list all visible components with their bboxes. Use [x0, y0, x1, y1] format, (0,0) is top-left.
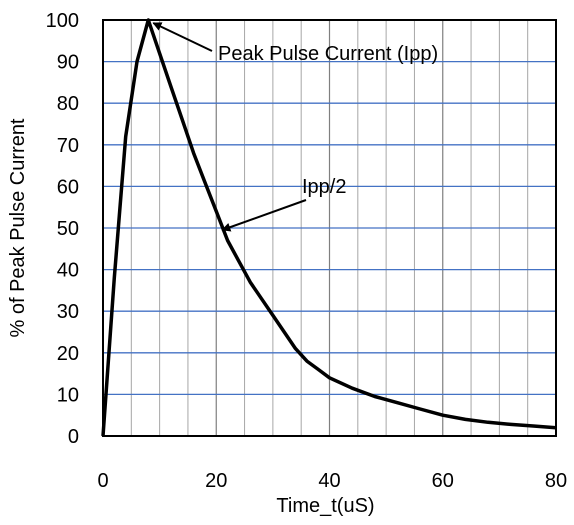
y-tick-label: 100 — [46, 10, 79, 32]
y-tick-label: 80 — [57, 93, 79, 115]
x-tick-label: 20 — [205, 470, 227, 492]
y-tick-label: 0 — [68, 426, 79, 448]
annotation-label: Ipp/2 — [302, 176, 346, 198]
x-tick-label: 40 — [318, 470, 340, 492]
series-line — [101, 18, 557, 437]
y-tick-label: 50 — [57, 218, 79, 240]
tick-labels: 0 10 20 30 40 50 60 70 80 90 100 0 20 40 60 80 — [46, 10, 568, 492]
x-tick-label: 60 — [432, 470, 454, 492]
x-tick-label: 80 — [545, 470, 567, 492]
grid — [103, 20, 556, 436]
x-tick-label: 0 — [97, 470, 108, 492]
annotation-label: Peak Pulse Current (Ipp) — [218, 43, 438, 65]
y-tick-label: 10 — [57, 384, 79, 406]
annotations: Peak Pulse Current (Ipp) Ipp/2 — [152, 22, 438, 232]
y-tick-label: 40 — [57, 260, 79, 282]
annotation-arrow — [221, 199, 307, 232]
y-tick-label: 60 — [57, 176, 79, 198]
y-tick-label: 90 — [57, 52, 79, 74]
y-tick-label: 30 — [57, 301, 79, 323]
series-layer — [101, 18, 557, 437]
y-tick-label: 20 — [57, 343, 79, 365]
y-axis-label: % of Peak Pulse Current — [7, 118, 29, 337]
annotation-arrow — [152, 22, 213, 52]
x-axis-label: Time_t(uS) — [276, 495, 374, 517]
y-tick-label: 70 — [57, 135, 79, 157]
plot-frame — [102, 19, 557, 437]
